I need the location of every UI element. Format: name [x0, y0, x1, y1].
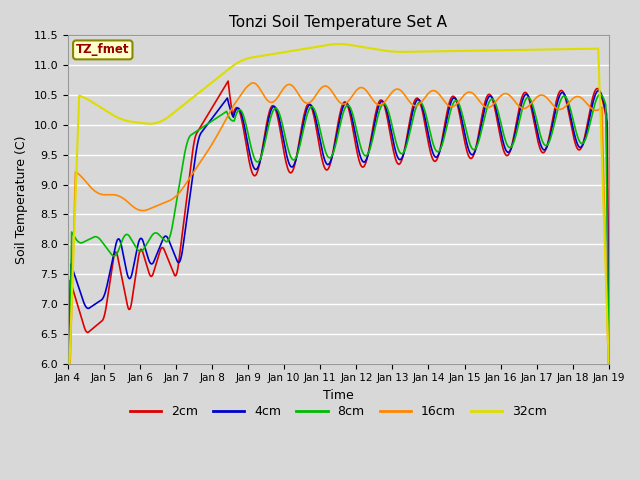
Line: 16cm: 16cm	[68, 83, 609, 446]
8cm	[420, 105, 428, 110]
8cm	[64, 472, 72, 478]
2cm	[605, 323, 612, 328]
32cm	[184, 98, 192, 104]
16cm	[74, 170, 81, 176]
32cm	[420, 48, 428, 54]
Line: 2cm: 2cm	[68, 81, 609, 480]
8cm	[213, 115, 221, 121]
2cm	[213, 97, 221, 103]
2cm	[405, 124, 413, 130]
32cm	[64, 405, 72, 411]
4cm	[74, 281, 81, 287]
Line: 32cm: 32cm	[68, 44, 609, 408]
4cm	[605, 342, 612, 348]
32cm	[213, 75, 221, 81]
16cm	[184, 177, 192, 183]
4cm	[184, 205, 192, 211]
2cm	[184, 183, 192, 189]
4cm	[420, 109, 428, 115]
Title: Tonzi Soil Temperature Set A: Tonzi Soil Temperature Set A	[229, 15, 447, 30]
16cm	[213, 133, 221, 139]
2cm	[420, 119, 428, 124]
4cm	[129, 264, 137, 270]
32cm	[74, 134, 81, 140]
32cm	[129, 119, 137, 125]
4cm	[404, 133, 412, 139]
2cm	[129, 288, 137, 294]
2cm	[224, 78, 232, 84]
8cm	[184, 137, 192, 143]
16cm	[249, 80, 257, 86]
Legend: 2cm, 4cm, 8cm, 16cm, 32cm: 2cm, 4cm, 8cm, 16cm, 32cm	[125, 400, 552, 423]
8cm	[605, 352, 612, 358]
16cm	[405, 97, 413, 103]
Line: 4cm: 4cm	[68, 91, 609, 480]
2cm	[74, 302, 81, 308]
32cm	[405, 49, 413, 55]
4cm	[595, 88, 602, 94]
4cm	[213, 109, 221, 115]
8cm	[129, 240, 137, 246]
8cm	[404, 137, 412, 143]
8cm	[596, 92, 604, 97]
32cm	[605, 360, 612, 366]
32cm	[335, 41, 342, 47]
Text: TZ_fmet: TZ_fmet	[76, 43, 129, 56]
16cm	[605, 379, 612, 384]
Y-axis label: Soil Temperature (C): Soil Temperature (C)	[15, 135, 28, 264]
16cm	[64, 443, 72, 449]
X-axis label: Time: Time	[323, 389, 354, 402]
8cm	[74, 238, 81, 244]
16cm	[420, 96, 428, 101]
16cm	[129, 204, 137, 210]
Line: 8cm: 8cm	[68, 95, 609, 475]
